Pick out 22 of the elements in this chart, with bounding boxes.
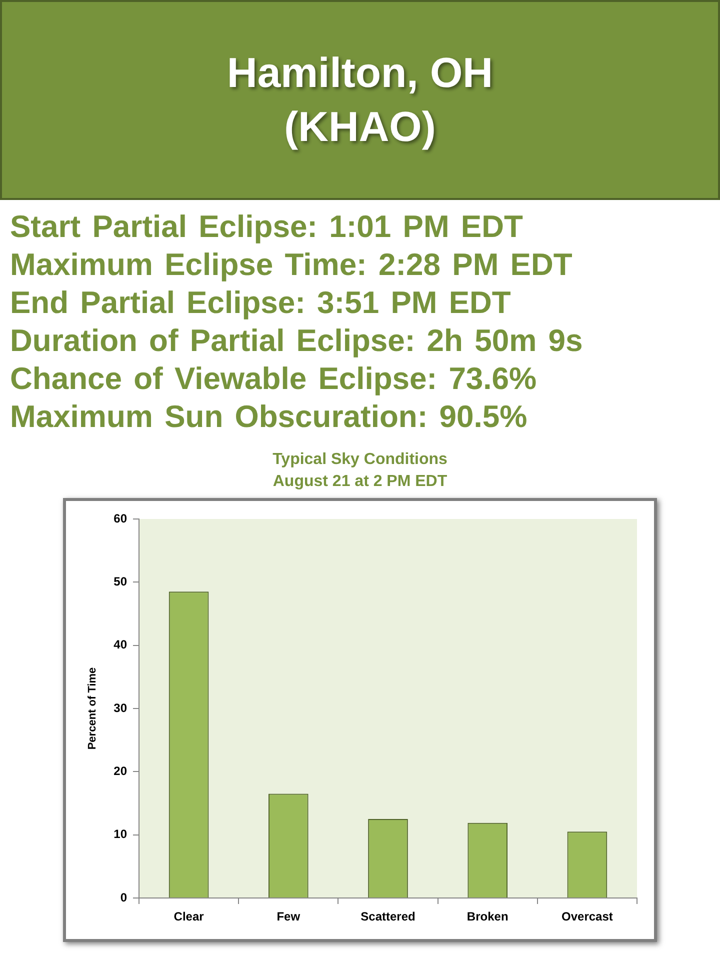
x-tick-label: Clear	[174, 910, 204, 924]
y-tick-label: 60	[114, 511, 128, 526]
y-tick-label: 0	[120, 890, 128, 904]
x-tick-label: Broken	[466, 910, 508, 924]
y-axis-title: Percent of Time	[86, 667, 99, 750]
text: Start Partial Eclipse: 1:01 PM EDT	[10, 208, 524, 246]
text: Maximum Eclipse Time: 2:28 PM EDT	[10, 246, 574, 284]
text: Duration of Partial Eclipse: 2h 50m 9s	[10, 322, 583, 360]
text: Hamilton, OH (KHAO)	[226, 48, 494, 152]
y-tick-label: 20	[114, 764, 128, 778]
y-tick-label: 40	[114, 638, 128, 652]
x-tick-label: Overcast	[562, 910, 613, 924]
x-tick-label: Scattered	[360, 910, 416, 924]
text: Chance of Viewable Eclipse: 73.6%	[10, 360, 538, 398]
chart-subtitle: August 21 at 2 PM EDT	[272, 472, 448, 492]
x-tick-label: Few	[276, 910, 301, 924]
chart-title: Typical Sky Conditions	[272, 450, 448, 470]
text: End Partial Eclipse: 3:51 PM EDT	[10, 284, 512, 322]
text: Maximum Sun Obscuration: 90.5%	[10, 398, 528, 436]
y-tick-label: 30	[114, 700, 128, 715]
y-tick-label: 50	[114, 574, 128, 588]
y-tick-label: 10	[114, 827, 128, 842]
